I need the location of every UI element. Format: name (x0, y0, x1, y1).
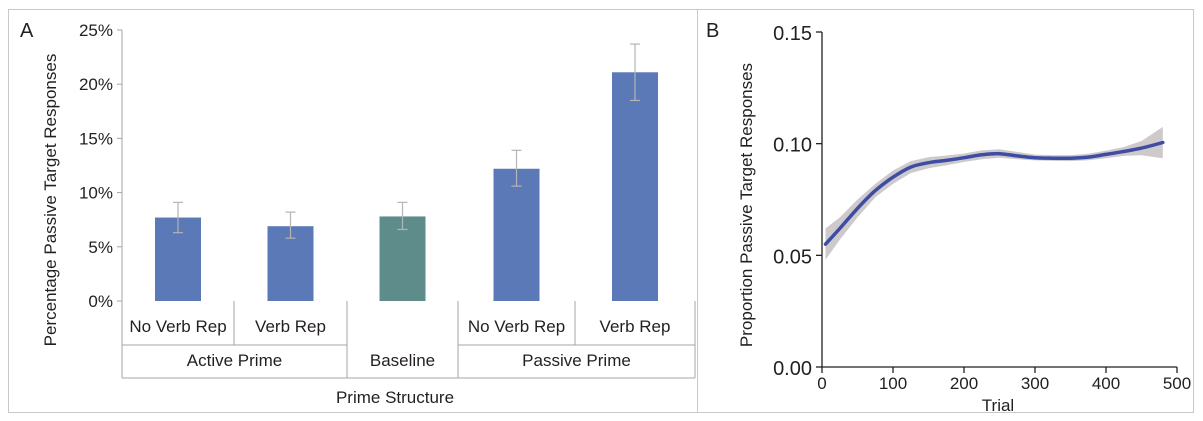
panel-b-y-tick-label: 0.15 (773, 23, 812, 45)
panel-a-label: A (20, 20, 34, 42)
panel-b-x-tick-label: 0 (817, 374, 826, 393)
panel-b-plot: 0.00 0.05 0.10 0.15 0 100 200 300 400 500 (773, 23, 1191, 393)
panel-a-bar (379, 216, 426, 301)
panel-b-x-tick-label: 300 (1021, 374, 1049, 393)
panel-a-y-tick-label: 25% (79, 21, 113, 40)
panel-b-y-tick-label: 0.05 (773, 246, 812, 268)
panel-a-x-axis-title: Prime Structure (336, 388, 454, 407)
panel-a-y-tick-label: 20% (79, 75, 113, 94)
panel-b-x-axis-title: Trial (982, 396, 1014, 415)
panel-a-y-tick-label: 10% (79, 184, 113, 203)
panel-a-y-tick-label: 15% (79, 129, 113, 148)
panel-b-y-tick-label: 0.10 (773, 135, 812, 157)
panel-b-confidence-band (825, 126, 1163, 260)
panel-a-y-tick-label: 5% (88, 238, 113, 257)
panel-a-category-label: No Verb Rep (129, 317, 226, 336)
figure-frame (8, 9, 1194, 413)
panel-divider (697, 9, 698, 413)
panel-b-label: B (706, 20, 719, 42)
panel-b-x-tick-label: 100 (879, 374, 907, 393)
panel-a-bar (612, 72, 658, 301)
panel-a-category-label: Verb Rep (255, 317, 326, 336)
panel-a-y-tick-label: 0% (88, 292, 113, 311)
panel-a-y-axis-title: Percentage Passive Target Responses (41, 54, 60, 347)
panel-a-bar (493, 168, 540, 301)
panel-a-group-label: Baseline (370, 351, 435, 370)
panel-b-x-tick-label: 200 (950, 374, 978, 393)
panel-b-y-axis-title: Proportion Passive Target Responses (737, 63, 756, 347)
panel-a-group-label: Active Prime (187, 351, 282, 370)
panel-a-plot: 0% 5% 10% 15% 20% 25% No Verb Rep Verb Rep No Ve… (79, 21, 696, 379)
panel-b-series-line (823, 140, 1165, 246)
panel-b-x-tick-label: 500 (1163, 374, 1191, 393)
panel-a-category-label: Verb Rep (600, 317, 671, 336)
panel-b-x-tick-label: 400 (1092, 374, 1120, 393)
panel-a-category-label: No Verb Rep (468, 317, 565, 336)
panel-a-group-label: Passive Prime (522, 351, 631, 370)
panel-b-y-tick-label: 0.00 (773, 358, 812, 380)
